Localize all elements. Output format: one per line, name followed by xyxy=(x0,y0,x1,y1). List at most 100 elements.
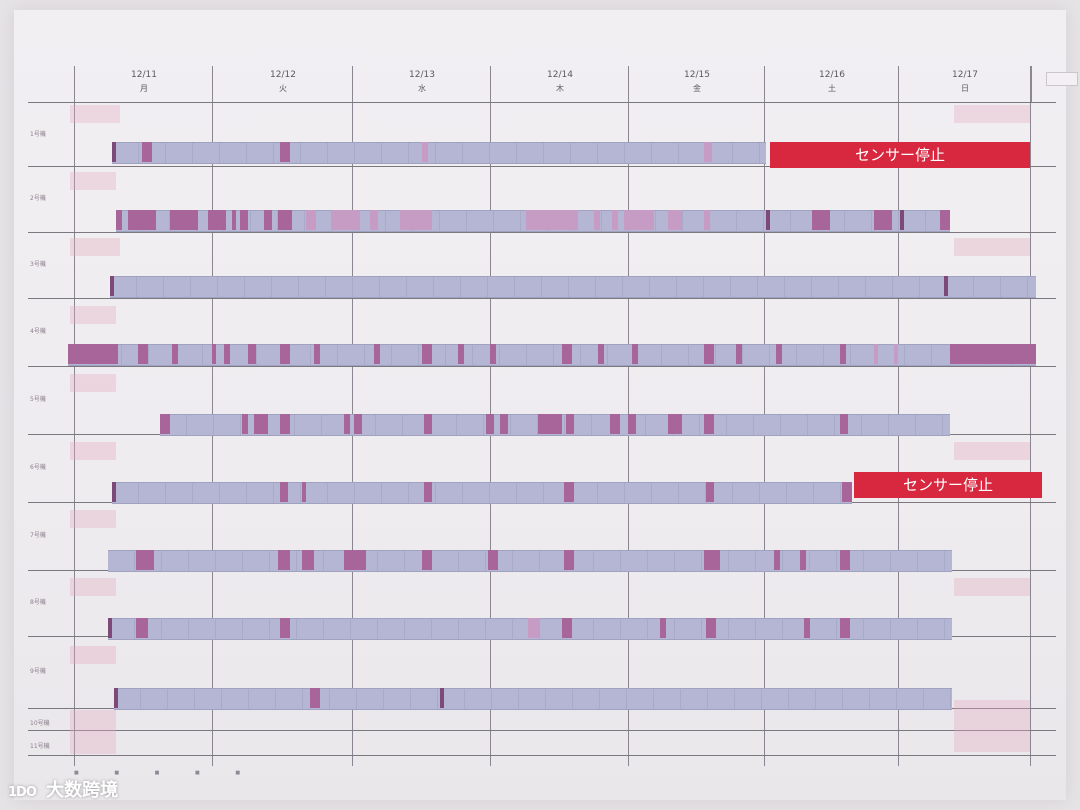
stop-mark xyxy=(232,210,236,230)
legend: ■ ■ ■ ■ ■ xyxy=(74,770,766,782)
stop-mark xyxy=(112,482,116,502)
stop-mark xyxy=(108,618,112,638)
stop-mark xyxy=(422,550,432,570)
machine-row-1: 1号機 xyxy=(28,102,1056,167)
day-weekday: 火 xyxy=(279,84,287,93)
stop-mark xyxy=(660,618,666,638)
stop-mark xyxy=(766,210,770,230)
day-header-7: 12/17 日 xyxy=(898,66,1032,102)
stop-mark xyxy=(422,142,428,162)
stop-mark xyxy=(136,550,154,570)
pink-strip xyxy=(70,710,116,754)
pink-strip xyxy=(70,442,116,460)
watermark-logo-icon: 1DO xyxy=(8,785,37,800)
stop-mark xyxy=(344,414,350,434)
stop-mark xyxy=(208,210,226,230)
day-date: 12/12 xyxy=(270,70,296,80)
stop-mark xyxy=(800,550,806,570)
pink-strip xyxy=(954,105,1030,123)
stop-mark xyxy=(440,688,444,708)
stop-mark xyxy=(280,618,290,638)
day-weekday: 金 xyxy=(693,84,701,93)
day-weekday: 月 xyxy=(140,84,148,93)
pink-strip xyxy=(70,374,116,392)
watermark: 1DO 大数跨境 xyxy=(8,776,118,802)
stop-mark xyxy=(400,210,432,230)
stop-mark xyxy=(170,210,198,230)
stop-mark xyxy=(116,210,122,230)
stop-mark xyxy=(950,344,1036,364)
machine-label: 11号機 xyxy=(30,742,50,750)
stop-mark xyxy=(224,344,230,364)
stop-mark xyxy=(248,344,256,364)
stop-mark xyxy=(632,344,638,364)
day-header-2: 12/12 火 xyxy=(212,66,353,102)
stop-mark xyxy=(138,344,148,364)
day-date: 12/17 xyxy=(952,70,978,80)
machine-row-11: 11号機 xyxy=(28,730,1056,756)
stop-mark xyxy=(280,482,288,502)
stop-mark xyxy=(212,344,216,364)
stop-mark xyxy=(354,414,362,434)
stop-mark xyxy=(736,344,742,364)
stop-mark xyxy=(704,414,714,434)
stop-mark xyxy=(840,344,846,364)
stop-mark xyxy=(500,414,508,434)
stop-mark xyxy=(374,344,380,364)
stop-mark xyxy=(842,482,852,502)
stop-mark xyxy=(944,276,948,296)
machine-label: 7号機 xyxy=(30,532,46,540)
operation-bar xyxy=(112,482,852,504)
machine-label: 10号機 xyxy=(30,719,50,727)
day-header-4: 12/14 木 xyxy=(490,66,629,102)
watermark-text: 大数跨境 xyxy=(46,780,119,801)
stop-mark xyxy=(706,618,716,638)
header-note-box xyxy=(1046,72,1078,86)
stop-mark xyxy=(894,344,898,364)
pink-strip xyxy=(954,442,1030,460)
stop-mark xyxy=(940,210,950,230)
pink-strip xyxy=(70,646,116,664)
stop-mark xyxy=(160,414,170,434)
machine-row-5: 5号機 xyxy=(28,366,1056,435)
pink-strip xyxy=(70,172,116,190)
stop-mark xyxy=(526,210,578,230)
day-date: 12/11 xyxy=(131,70,157,80)
day-header-1: 12/11 月 xyxy=(74,66,213,102)
stop-mark xyxy=(668,210,682,230)
operation-bar xyxy=(114,688,952,710)
pink-strip xyxy=(70,510,116,528)
legend-item: ■ xyxy=(114,770,120,776)
stop-mark xyxy=(628,414,636,434)
pink-strip xyxy=(954,238,1030,256)
stop-mark xyxy=(112,142,116,162)
stop-mark xyxy=(776,344,782,364)
machine-label: 3号機 xyxy=(30,261,46,269)
day-header-6: 12/16 土 xyxy=(764,66,899,102)
stop-mark xyxy=(114,688,118,708)
stop-mark xyxy=(804,618,810,638)
day-weekday: 土 xyxy=(828,84,836,93)
day-weekday: 日 xyxy=(961,84,969,93)
stop-mark xyxy=(874,344,878,364)
machine-label: 5号機 xyxy=(30,396,46,404)
stop-mark xyxy=(528,618,540,638)
stop-mark xyxy=(240,210,248,230)
machine-label: 1号機 xyxy=(30,130,46,138)
day-weekday: 木 xyxy=(556,84,564,93)
stop-mark xyxy=(458,344,464,364)
day-date: 12/14 xyxy=(547,70,573,80)
stop-mark xyxy=(280,142,290,162)
sensor-stop-banner: センサー停止 xyxy=(854,472,1042,498)
stop-mark xyxy=(242,414,248,434)
stop-mark xyxy=(424,414,432,434)
stop-mark xyxy=(610,414,620,434)
stop-mark xyxy=(136,618,148,638)
sensor-stop-banner: センサー停止 xyxy=(770,142,1030,168)
operation-bar xyxy=(108,550,952,572)
pink-strip xyxy=(954,700,1030,752)
stop-mark xyxy=(280,414,290,434)
stop-mark xyxy=(840,550,850,570)
day-divider xyxy=(74,66,75,766)
machine-label: 2号機 xyxy=(30,195,46,203)
